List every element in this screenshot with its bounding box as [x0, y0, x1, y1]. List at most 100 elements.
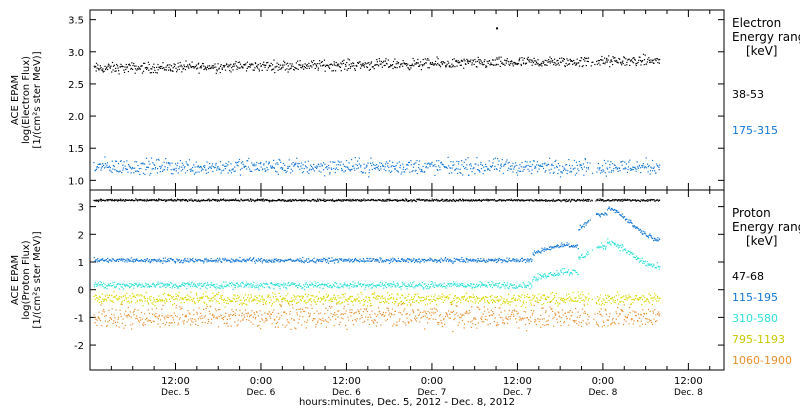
- data-point: [624, 167, 626, 169]
- data-point: [627, 221, 629, 223]
- data-point: [278, 66, 280, 68]
- data-point: [536, 280, 538, 282]
- data-point: [362, 298, 365, 301]
- data-point: [478, 199, 480, 202]
- data-point: [428, 162, 430, 164]
- data-point: [395, 200, 397, 202]
- data-point: [308, 258, 310, 260]
- data-point: [336, 63, 339, 65]
- data-point: [135, 283, 137, 285]
- data-point: [158, 283, 160, 285]
- data-point: [152, 260, 154, 262]
- data-point: [631, 59, 633, 61]
- data-point: [547, 248, 549, 250]
- data-point: [454, 282, 456, 284]
- data-point: [358, 163, 360, 165]
- data-point: [269, 301, 271, 304]
- data-point: [264, 302, 266, 304]
- data-point: [534, 165, 536, 167]
- data-point: [504, 64, 506, 66]
- data-point: [324, 163, 326, 165]
- data-point: [136, 258, 138, 260]
- data-point: [501, 259, 503, 261]
- data-point: [372, 293, 374, 295]
- data-point: [312, 64, 314, 66]
- data-point: [575, 246, 577, 248]
- data-point: [306, 199, 308, 201]
- data-point: [455, 284, 457, 286]
- data-point: [611, 170, 613, 172]
- data-point: [315, 63, 317, 65]
- data-point: [275, 66, 277, 68]
- data-point: [327, 164, 330, 166]
- data-point: [633, 224, 635, 227]
- data-point: [545, 170, 547, 172]
- data-point: [105, 285, 107, 287]
- data-point: [230, 282, 232, 284]
- data-point: [502, 260, 504, 262]
- data-point: [454, 260, 456, 262]
- data-point: [274, 261, 276, 263]
- data-point: [337, 285, 339, 287]
- data-point: [216, 200, 218, 202]
- data-point: [433, 284, 435, 286]
- data-point: [407, 164, 409, 166]
- data-point: [421, 199, 424, 201]
- data-point: [525, 62, 528, 64]
- data-point: [501, 200, 503, 202]
- data-point: [533, 254, 535, 256]
- data-point: [305, 166, 307, 168]
- data-point: [161, 282, 163, 284]
- data-point: [349, 260, 351, 262]
- data-point: [634, 226, 636, 228]
- data-point: [128, 164, 130, 166]
- data-point: [319, 165, 321, 167]
- data-point: [147, 258, 149, 260]
- data-point: [261, 198, 264, 200]
- data-point: [143, 260, 145, 262]
- data-point: [157, 300, 159, 302]
- data-point: [205, 69, 208, 71]
- data-point: [128, 285, 130, 287]
- data-point: [256, 168, 259, 170]
- data-point: [415, 162, 417, 164]
- data-point: [487, 260, 489, 263]
- data-point: [275, 200, 277, 202]
- data-point: [230, 199, 232, 201]
- data-point: [648, 263, 650, 265]
- data-point: [100, 284, 102, 286]
- data-point: [143, 285, 145, 287]
- data-point: [324, 175, 326, 177]
- data-point: [452, 164, 454, 167]
- data-point: [470, 163, 472, 165]
- data-point: [120, 303, 122, 305]
- data-point: [332, 260, 334, 262]
- data-point: [329, 67, 331, 70]
- data-point: [368, 69, 370, 71]
- data-point: [184, 258, 186, 260]
- data-point: [399, 302, 401, 304]
- data-point: [374, 164, 376, 166]
- data-point: [324, 70, 326, 72]
- data-point: [242, 259, 244, 261]
- data-point: [348, 287, 350, 289]
- data-point: [210, 300, 212, 302]
- data-point: [252, 258, 254, 260]
- data-point: [277, 284, 279, 286]
- data-point: [656, 262, 659, 264]
- data-point: [376, 164, 378, 166]
- data-point: [147, 67, 149, 69]
- data-point: [127, 297, 129, 299]
- data-point: [508, 288, 510, 290]
- data-point: [479, 200, 481, 202]
- data-point: [300, 66, 302, 68]
- data-point: [313, 170, 315, 172]
- data-point: [541, 199, 543, 202]
- data-point: [583, 166, 585, 168]
- data-point: [263, 282, 265, 284]
- data-point: [472, 199, 474, 201]
- data-point: [200, 199, 202, 201]
- data-point: [219, 259, 221, 261]
- data-point: [562, 273, 564, 275]
- data-point: [225, 258, 227, 260]
